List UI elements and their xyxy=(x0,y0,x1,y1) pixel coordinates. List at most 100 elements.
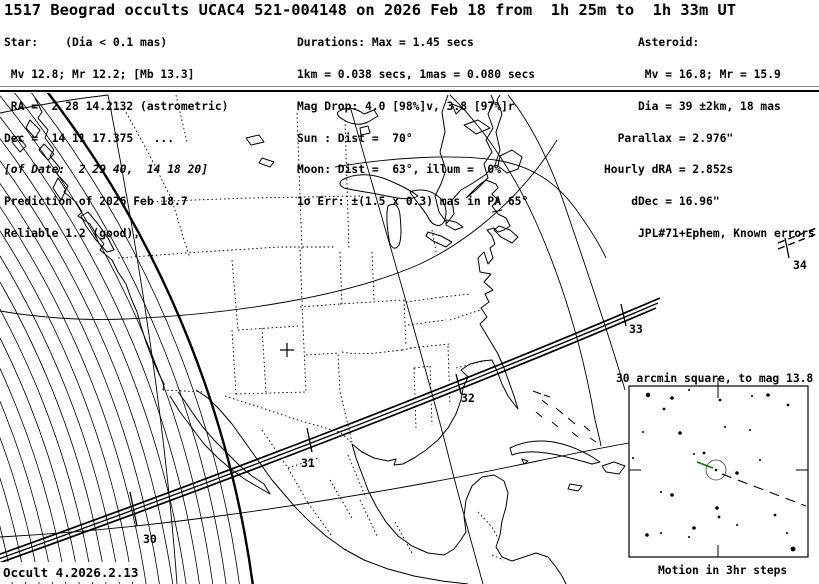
hatch-line xyxy=(0,401,53,584)
star-dot xyxy=(645,392,651,398)
vancouver-island xyxy=(80,211,115,253)
alaska-panhandle-islands xyxy=(11,119,55,161)
star-dot xyxy=(660,491,662,493)
florida-keys xyxy=(532,390,551,398)
inset-edge-ticks xyxy=(629,378,808,557)
hatch-line xyxy=(0,437,40,584)
parallel-line xyxy=(0,139,558,320)
path-time-ticks xyxy=(129,237,790,527)
star-info-block: Star: (Dia < 0.1 mas) Mv 12.8; Mr 12.2; … xyxy=(4,17,228,261)
path-tick-label: 34 xyxy=(793,258,807,272)
star-dot xyxy=(717,515,721,519)
inset-border xyxy=(628,385,809,558)
star-dot xyxy=(766,393,770,397)
parallel-line xyxy=(334,156,607,259)
star-dot xyxy=(759,459,761,461)
haida-gwaii-island xyxy=(52,177,67,201)
star-info-line: [of Date: 2 29 40, 14 18 20] xyxy=(4,163,209,177)
hatch-line xyxy=(0,281,107,584)
mexico-east-coast-yucatan xyxy=(351,443,567,584)
star-dot xyxy=(718,398,722,402)
path-tick-label: 30 xyxy=(143,532,157,546)
state-borders xyxy=(117,94,505,561)
page-title: 1517 Beograd occults UCAC4 521-004148 on… xyxy=(4,1,737,19)
cuba xyxy=(509,440,601,465)
jamaica xyxy=(567,483,583,492)
header-divider-black xyxy=(0,90,819,92)
asteroid-info-line: Mv = 16.8; Mr = 15.9 xyxy=(604,67,781,81)
star-dot xyxy=(699,380,701,382)
star-dot xyxy=(786,532,788,534)
version-label-bg xyxy=(0,562,140,582)
star-dot xyxy=(693,453,695,455)
star-dot xyxy=(736,524,738,526)
header-divider-gray xyxy=(0,86,819,87)
hatch-line xyxy=(0,116,200,584)
meridian-line xyxy=(349,105,484,584)
pacific-coast xyxy=(34,97,165,391)
gulf-atlantic-coast xyxy=(351,94,519,466)
star-info-line: Reliable 1.2 (good), xyxy=(4,226,141,240)
path-tick-label: 33 xyxy=(629,322,643,336)
inset-title: 30 arcmin square, to mag 13.8 xyxy=(616,372,813,385)
baja-california xyxy=(169,391,271,495)
star-dot xyxy=(660,532,662,534)
star-chart-inset xyxy=(628,378,809,558)
prince-edward-island xyxy=(491,209,503,213)
asteroid-info-block: Asteroid: Mv = 16.8; Mr = 15.9 Dia = 39 … xyxy=(604,17,815,261)
star-dot xyxy=(645,533,649,537)
asteroid-info-line: Asteroid: xyxy=(604,36,700,50)
occultation-path xyxy=(0,226,819,564)
nova-scotia xyxy=(493,225,519,244)
bahamas xyxy=(535,399,597,443)
star-dot xyxy=(749,429,751,431)
motion-vector-arrow xyxy=(696,461,714,469)
star-dot xyxy=(790,546,796,552)
lake-ontario xyxy=(445,219,464,231)
hatch-line xyxy=(0,95,213,584)
daylight-hatching xyxy=(0,93,240,584)
lake-erie xyxy=(425,231,453,248)
star-dot xyxy=(692,526,696,530)
map-center-cross xyxy=(280,343,294,357)
path-tick-label: 31 xyxy=(301,456,315,470)
star-dot xyxy=(702,451,706,455)
star-dot xyxy=(670,493,674,497)
asteroid-info-line: Parallax = 2.976" xyxy=(604,131,734,145)
hatch-line xyxy=(0,182,160,584)
lake-michigan xyxy=(386,203,402,249)
target-star-circle xyxy=(705,459,727,481)
hatch-line xyxy=(0,138,187,584)
parallel-line xyxy=(0,94,109,114)
star-dot xyxy=(751,395,753,397)
limb-curve xyxy=(507,94,626,391)
star-info-line: Mv 12.8; Mr 12.2; [Mb 13.3] xyxy=(4,67,195,81)
event-info-line: 1σ Err: ±(1.5 x 0.3) mas in PA 65° xyxy=(297,195,529,209)
star-dot xyxy=(724,426,726,428)
asteroid-info-line: dDec = 16.96" xyxy=(604,195,720,209)
inset-caption: Motion in 3hr steps xyxy=(658,564,787,577)
graticule xyxy=(0,94,641,584)
target-star-dot xyxy=(714,468,718,472)
lake-winnipeg xyxy=(336,107,379,136)
star-dot xyxy=(715,506,719,510)
path-south-limit xyxy=(0,307,657,564)
star-dot xyxy=(735,471,739,475)
coastlines xyxy=(11,94,626,584)
asteroid-info-line: JPL#71+Ephem, Known errors xyxy=(604,226,815,240)
star-dot xyxy=(773,513,777,517)
event-info-line: Moon: Dist = 63°, illum = 0% xyxy=(297,163,502,177)
great-slave-lake xyxy=(245,134,265,146)
lake-superior xyxy=(339,174,419,200)
star-info-line: Prediction of 2026 Feb 18.7 xyxy=(4,195,188,209)
software-version: Occult 4.2026.2.13 xyxy=(3,565,138,580)
star-dot xyxy=(688,536,690,538)
limb-curve xyxy=(449,94,602,447)
star-dot xyxy=(662,407,666,411)
asteroid-info-line: Dia = 39 ±2km, 18 mas xyxy=(604,99,781,113)
mexico-west-coast xyxy=(195,389,469,584)
meridian-line xyxy=(107,94,178,584)
star-dot xyxy=(642,431,644,433)
